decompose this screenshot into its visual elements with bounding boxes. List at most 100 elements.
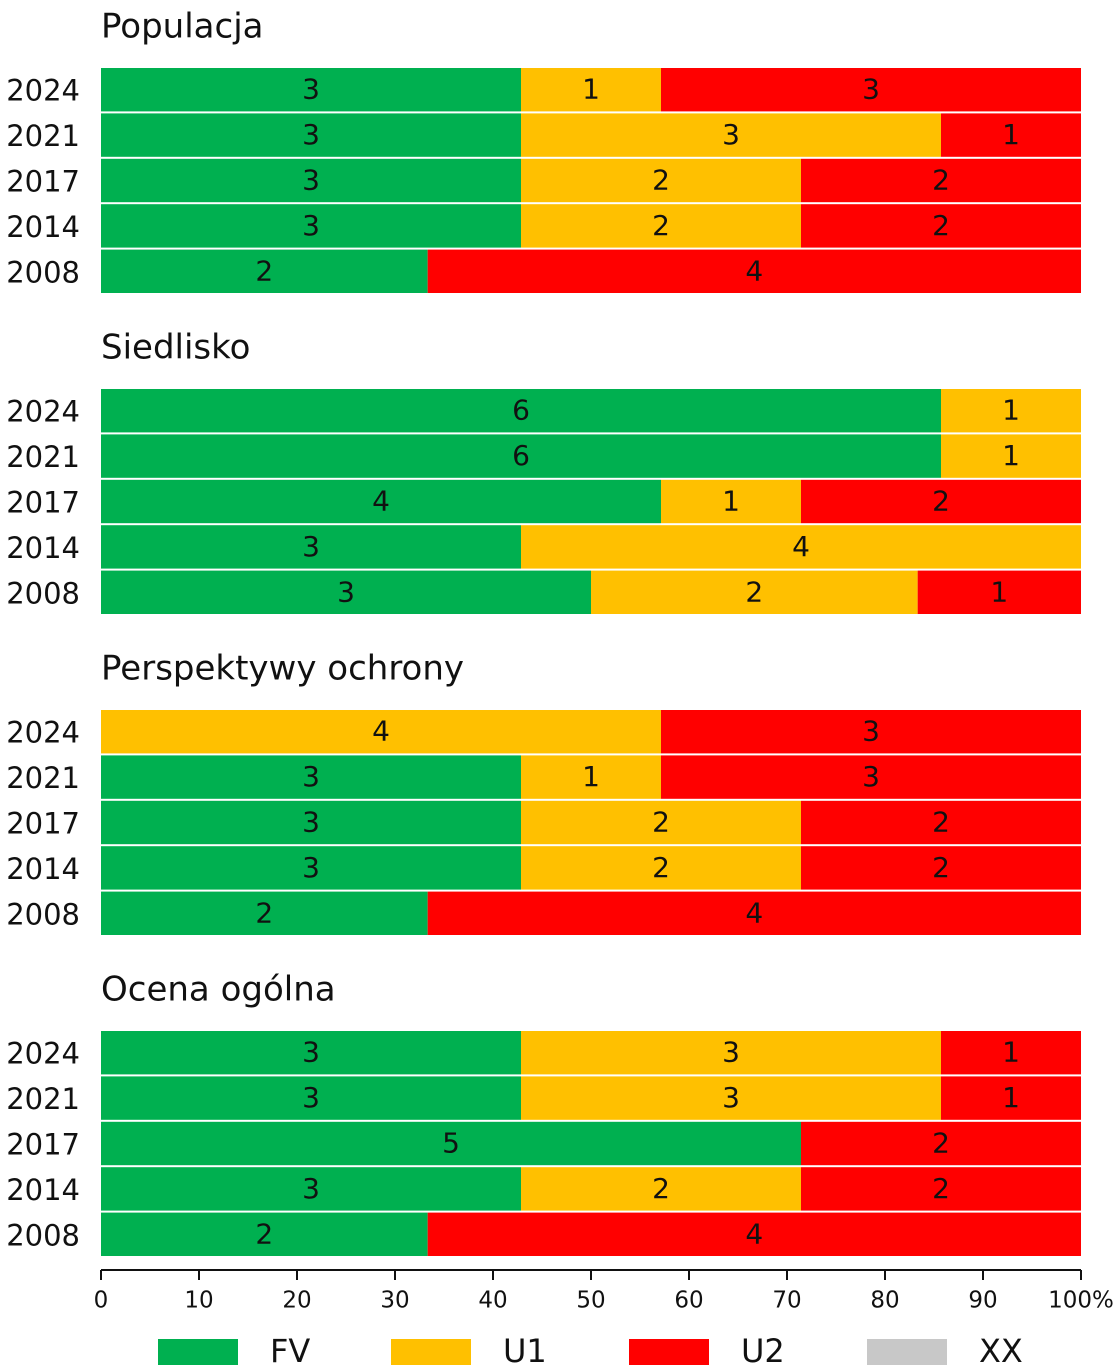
bar-segment	[661, 68, 1081, 112]
x-tick-label: 70	[772, 1288, 801, 1314]
data-label: 1	[1002, 1081, 1020, 1114]
data-label: 1	[1002, 118, 1020, 151]
data-label: 2	[652, 164, 670, 197]
y-tick-label: 2024	[6, 395, 80, 429]
y-tick-label: 2014	[6, 531, 80, 565]
bar-segment	[101, 204, 521, 248]
data-label: 2	[745, 575, 763, 608]
data-label: 2	[255, 896, 273, 929]
bar-segment	[521, 113, 941, 157]
data-label: 3	[302, 164, 320, 197]
data-label: 1	[722, 485, 740, 518]
bar-segment	[521, 1076, 941, 1120]
data-label: 4	[792, 530, 810, 563]
bar-segment	[101, 68, 521, 112]
bar-segment	[941, 1031, 1081, 1075]
legend-label: U2	[741, 1332, 785, 1368]
bar-segment	[917, 570, 1081, 614]
y-tick-label: 2017	[6, 486, 80, 520]
data-label: 3	[862, 715, 880, 748]
legend-swatch	[867, 1339, 947, 1365]
legend-label: XX	[979, 1332, 1023, 1368]
bar-segment	[801, 204, 1081, 248]
data-label: 3	[722, 118, 740, 151]
bar-segment	[101, 479, 661, 524]
bar-segment	[521, 204, 801, 248]
bar-segment	[101, 755, 521, 799]
y-tick-label: 2024	[6, 716, 80, 750]
bar-segment	[101, 570, 591, 614]
bar-segment	[801, 1121, 1081, 1166]
y-tick-label: 2024	[6, 1037, 80, 1071]
bar-segment	[101, 846, 521, 890]
y-tick-label: 2008	[6, 1218, 80, 1252]
data-label: 6	[512, 394, 530, 427]
y-tick-label: 2017	[6, 165, 80, 199]
data-label: 4	[745, 254, 763, 287]
data-label: 3	[302, 760, 320, 793]
x-tick-label: 90	[968, 1288, 997, 1314]
bar-segment	[427, 249, 1082, 293]
y-tick-label: 2008	[6, 897, 80, 931]
bar-segment	[521, 1031, 941, 1075]
data-label: 2	[652, 209, 670, 242]
y-tick-label: 2021	[6, 119, 80, 153]
x-tick-label: 40	[478, 1288, 507, 1314]
data-label: 1	[582, 73, 600, 106]
data-label: 4	[372, 715, 390, 748]
y-tick-label: 2021	[6, 440, 80, 474]
x-tick-label: 20	[282, 1288, 311, 1314]
legend-swatch	[158, 1339, 238, 1365]
data-label: 2	[255, 254, 273, 287]
data-label: 2	[932, 806, 950, 839]
y-tick-label: 2014	[6, 852, 80, 886]
y-tick-label: 2014	[6, 1173, 80, 1207]
bar-segment	[521, 846, 801, 890]
bar-segment	[101, 1167, 521, 1211]
data-label: 4	[372, 485, 390, 518]
panel-title: Perspektywy ochrony	[101, 649, 464, 689]
bar-segment	[941, 113, 1081, 157]
bar-segment	[591, 570, 918, 614]
data-label: 3	[302, 851, 320, 884]
data-label: 3	[302, 530, 320, 563]
bar-segment	[521, 755, 661, 799]
panel-title: Populacja	[101, 7, 263, 47]
data-label: 2	[932, 1172, 950, 1205]
bar-segment	[101, 1121, 801, 1166]
data-label: 3	[302, 1172, 320, 1205]
data-label: 1	[582, 760, 600, 793]
bar-segment	[101, 434, 941, 478]
x-tick-label: 60	[674, 1288, 703, 1314]
bar-segment	[101, 389, 941, 433]
y-tick-label: 2017	[6, 807, 80, 841]
bar-segment	[427, 891, 1082, 935]
data-label: 3	[302, 73, 320, 106]
bar-segment	[521, 68, 661, 112]
data-label: 3	[722, 1081, 740, 1114]
bar-segment	[101, 1031, 521, 1075]
data-label: 3	[337, 575, 355, 608]
bar-segment	[521, 1167, 801, 1211]
data-label: 1	[990, 575, 1008, 608]
bar-segment	[101, 1076, 521, 1120]
legend-label: FV	[270, 1332, 310, 1368]
bar-segment	[801, 846, 1081, 890]
data-label: 6	[512, 439, 530, 472]
data-label: 3	[302, 806, 320, 839]
panel-title: Siedlisko	[101, 328, 250, 368]
bar-segment	[101, 113, 521, 157]
bar-segment	[101, 891, 428, 935]
data-label: 2	[652, 851, 670, 884]
bar-segment	[101, 1212, 428, 1256]
data-label: 3	[302, 1036, 320, 1069]
data-label: 2	[932, 851, 950, 884]
data-label: 4	[745, 896, 763, 929]
data-label: 1	[1002, 394, 1020, 427]
data-label: 2	[932, 164, 950, 197]
x-tick-label: 10	[184, 1288, 213, 1314]
y-tick-label: 2024	[6, 74, 80, 108]
bar-segment	[801, 1167, 1081, 1211]
bar-segment	[801, 479, 1081, 524]
